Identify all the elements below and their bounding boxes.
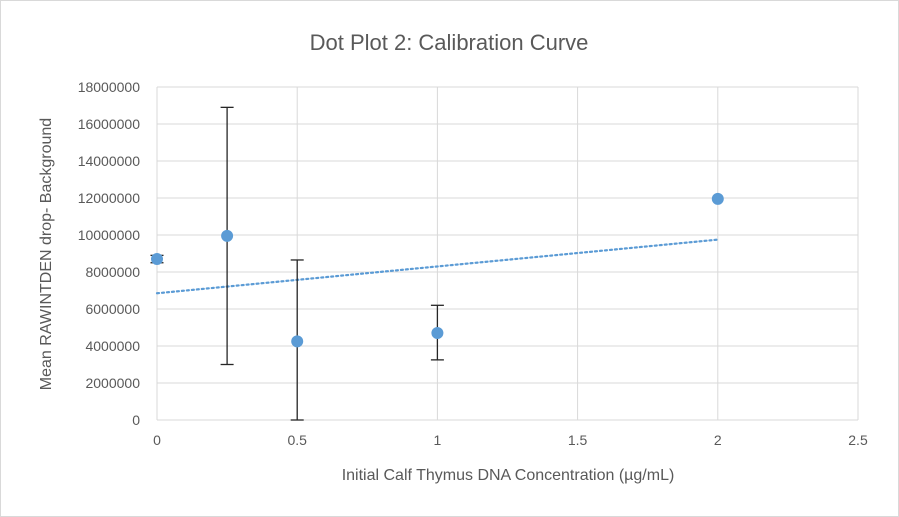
x-tick-label: 0.5 xyxy=(287,432,307,448)
x-tick-label: 1.5 xyxy=(568,432,588,448)
y-tick-label: 4000000 xyxy=(85,338,140,354)
x-tick-label: 1 xyxy=(434,432,442,448)
x-axis-ticks: 0 0.5 1 1.5 2 2.5 xyxy=(153,432,868,448)
x-axis-label: Initial Calf Thymus DNA Concentration (µ… xyxy=(342,467,675,484)
x-tick-label: 2 xyxy=(714,432,722,448)
y-axis-ticks: 0 2000000 4000000 6000000 8000000 10000000 120… xyxy=(78,79,141,428)
data-point xyxy=(291,335,304,348)
y-tick-label: 18000000 xyxy=(78,79,141,95)
x-tick-label: 0 xyxy=(153,432,161,448)
data-point xyxy=(431,327,444,340)
y-tick-label: 8000000 xyxy=(85,264,140,280)
data-point xyxy=(221,229,234,242)
data-point xyxy=(151,253,163,266)
y-tick-label: 16000000 xyxy=(78,116,141,132)
trendline-group xyxy=(155,238,719,295)
y-axis-label: Mean RAWINTDEN drop- Background xyxy=(38,118,55,390)
y-tick-label: 10000000 xyxy=(78,227,141,243)
y-tick-label: 6000000 xyxy=(85,301,140,317)
gridlines xyxy=(156,86,859,421)
y-tick-label: 2000000 xyxy=(85,375,140,391)
data-points xyxy=(151,192,724,348)
chart-title: Dot Plot 2: Calibration Curve xyxy=(310,30,589,55)
y-tick-label: 12000000 xyxy=(78,190,141,206)
y-tick-label: 0 xyxy=(132,412,140,428)
trendline xyxy=(155,238,719,295)
y-tick-label: 14000000 xyxy=(78,153,141,169)
data-point xyxy=(711,192,724,205)
x-tick-label: 2.5 xyxy=(848,432,868,448)
